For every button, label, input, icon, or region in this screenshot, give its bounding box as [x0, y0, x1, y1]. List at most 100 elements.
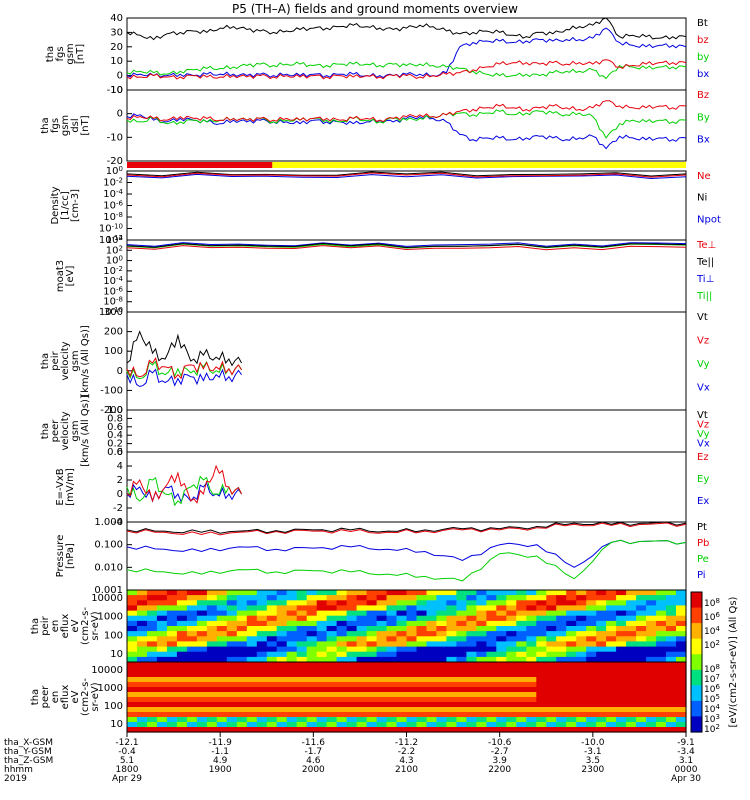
spectrogram-cell	[276, 722, 288, 728]
spectrogram-cell	[326, 717, 338, 723]
spectrogram-cell	[276, 636, 288, 642]
spectrogram-cell	[666, 636, 677, 642]
spectrogram-cell	[216, 677, 228, 683]
spectrogram-cell	[356, 641, 368, 648]
spectrogram-cell	[676, 682, 687, 688]
spectrogram-cell	[676, 722, 687, 728]
spectrogram-cell	[296, 610, 308, 617]
spectrogram-cell	[506, 631, 517, 637]
spectrogram-cell	[596, 590, 607, 596]
mode-bar-segment	[127, 162, 273, 168]
spectrogram-cell	[396, 600, 408, 606]
spectrogram-cell	[626, 727, 637, 733]
spectrogram-cell	[486, 727, 497, 733]
spectrogram-cell	[396, 610, 408, 617]
colorbar-tick-exp: 5	[715, 693, 719, 701]
spectrogram-cell	[436, 641, 447, 648]
spectrogram-cell	[326, 672, 338, 678]
spectrogram-cell	[196, 600, 208, 606]
spectrogram-cell	[326, 641, 338, 648]
spectrogram-cell	[256, 610, 268, 617]
spectrogram-cell	[506, 651, 517, 658]
spectrogram-cell	[566, 636, 577, 642]
spectrogram-cell	[516, 656, 527, 663]
spectrogram-cell	[306, 717, 318, 723]
spectrogram-cell	[236, 682, 248, 688]
spectrogram-cell	[546, 620, 557, 627]
spectrogram-cell	[127, 626, 138, 632]
spectrogram-cell	[306, 610, 318, 617]
spectrogram-cell	[676, 646, 687, 653]
spectrogram-cell	[476, 672, 487, 678]
spectrogram-cell	[516, 651, 527, 658]
spectrogram-cell	[137, 626, 148, 632]
x-tick-label: 2200	[488, 765, 511, 775]
spectrogram-cell	[676, 651, 687, 658]
spectrogram-cell	[216, 662, 228, 668]
spectrogram-cell	[676, 610, 687, 617]
spectrogram-cell	[486, 595, 497, 601]
spectrogram-cell	[586, 702, 597, 708]
spectrogram-cell	[266, 682, 278, 688]
spectrogram-cell	[436, 717, 447, 723]
spectrogram-cell	[266, 702, 278, 708]
spectrogram-cell	[526, 656, 537, 663]
spectrogram-cell	[236, 651, 248, 658]
y-tick-label: 0.6	[107, 422, 123, 433]
spectrogram-cell	[406, 697, 418, 703]
spectrogram-cell	[516, 697, 527, 703]
spectrogram-cell	[506, 702, 517, 708]
spectrogram-cell	[566, 672, 577, 678]
spectrogram-cell	[236, 687, 248, 693]
spectrogram-cell	[426, 620, 438, 627]
spectrogram-cell	[296, 697, 308, 703]
spectrogram-cell	[666, 722, 677, 728]
spectrogram-cell	[376, 641, 388, 648]
spectrogram-cell	[236, 620, 248, 627]
y-tick-label: 0.010	[94, 562, 123, 573]
spectrogram-cell	[406, 610, 418, 617]
spectrogram-cell	[206, 651, 218, 658]
spectrogram-cell	[446, 672, 457, 678]
spectrogram-cell	[147, 677, 158, 683]
spectrogram-cell	[496, 600, 507, 606]
spectrogram-cell	[546, 682, 557, 688]
spectrogram-cell	[426, 631, 438, 637]
spectrogram-cell	[176, 656, 188, 663]
colorbar-tick-exp: 3	[715, 713, 719, 721]
y-axis-label: peer	[40, 685, 51, 709]
series-line-bx	[126, 27, 687, 79]
spectrogram-cell	[426, 610, 438, 617]
spectrogram-cell	[466, 651, 477, 658]
spectrogram-cell	[196, 677, 208, 683]
legend-label: Bx	[697, 135, 710, 146]
spectrogram-cell	[486, 626, 497, 632]
spectrogram-cell	[666, 692, 677, 698]
spectrogram-cell	[436, 646, 447, 653]
spectrogram-cell	[246, 600, 258, 606]
spectrogram-cell	[486, 722, 497, 728]
spectrogram-cell	[376, 712, 388, 718]
spectrogram-cell	[206, 595, 218, 601]
spectrogram-cell	[376, 626, 388, 632]
spectrogram-cell	[486, 600, 497, 606]
spectrogram-cell	[386, 687, 398, 693]
spectrogram-cell	[236, 712, 248, 718]
spectrogram-cell	[206, 692, 218, 698]
spectrogram-cell	[516, 687, 527, 693]
spectrogram-cell	[416, 656, 428, 663]
spectrogram-cell	[556, 712, 567, 718]
x-tick-label: -9.1	[677, 738, 695, 748]
spectrogram-cell	[596, 702, 607, 708]
spectrogram-cell	[576, 702, 587, 708]
spectrogram-cell	[326, 702, 338, 708]
spectrogram-cell	[156, 682, 168, 688]
spectrogram-cell	[656, 615, 667, 622]
spectrogram-cell	[286, 727, 298, 733]
spectrogram-cell	[606, 717, 617, 723]
spectrogram-cell	[316, 600, 328, 606]
y-axis-label: [mV/m]	[65, 468, 76, 506]
spectrogram-cell	[296, 722, 308, 728]
spectrogram-cell	[216, 682, 228, 688]
x-tick-label: 3.5	[586, 756, 600, 766]
